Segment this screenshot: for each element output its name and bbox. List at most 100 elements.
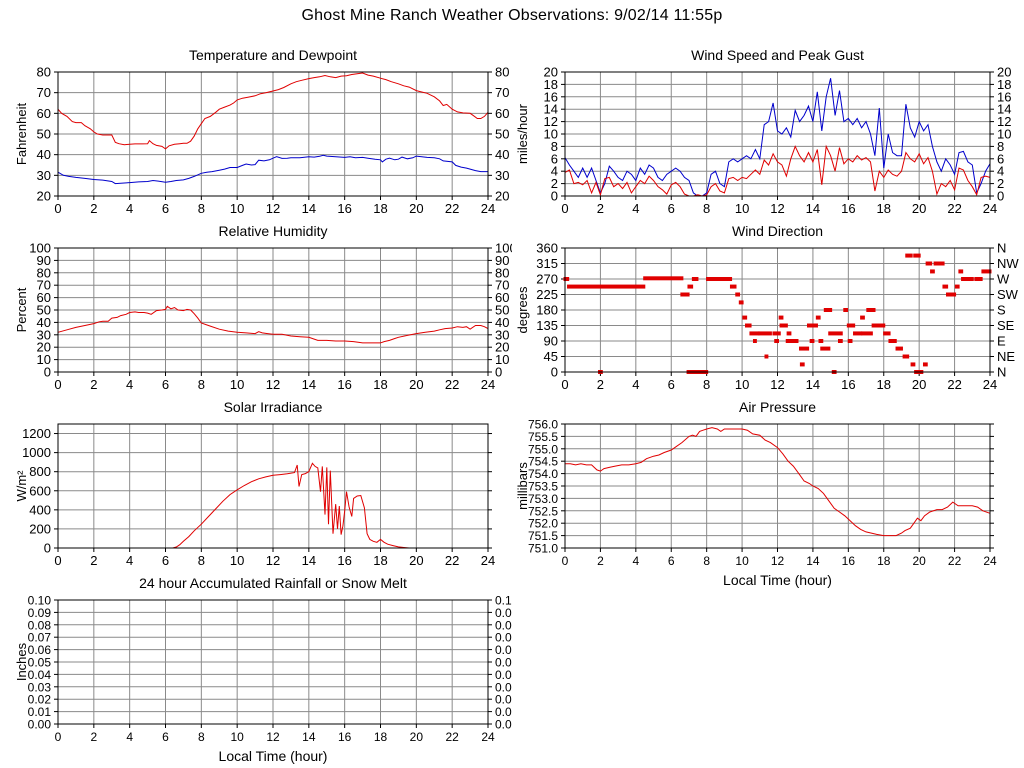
svg-text:6: 6 (162, 377, 169, 392)
svg-text:0.08: 0.08 (28, 618, 52, 632)
svg-text:0: 0 (551, 365, 558, 380)
svg-text:6: 6 (668, 377, 675, 392)
svg-text:0.01: 0.01 (28, 705, 52, 719)
svg-text:14: 14 (806, 554, 820, 568)
tick-marks (561, 423, 994, 552)
svg-text:6: 6 (668, 554, 675, 568)
svg-text:90: 90 (37, 253, 51, 268)
svg-text:754.5: 754.5 (528, 455, 558, 469)
y-axis-label: miles/hour (515, 103, 530, 164)
tick-labels: 0246810121416182022240.000.000.010.010.0… (28, 594, 519, 745)
svg-text:180: 180 (536, 303, 558, 318)
gridlines (57, 424, 489, 549)
svg-text:2: 2 (90, 377, 97, 392)
svg-text:2: 2 (90, 201, 97, 216)
svg-text:40: 40 (37, 315, 51, 330)
svg-text:W: W (997, 272, 1010, 287)
svg-text:20: 20 (37, 340, 51, 355)
gridlines (564, 423, 991, 549)
svg-text:18: 18 (544, 77, 558, 92)
svg-text:18: 18 (877, 554, 891, 568)
svg-text:360: 360 (536, 241, 558, 256)
svg-text:14: 14 (806, 201, 820, 216)
svg-text:14: 14 (302, 201, 316, 216)
svg-text:16: 16 (337, 553, 351, 568)
series-relative_humidity (57, 305, 489, 344)
svg-text:50: 50 (495, 303, 509, 318)
chart-title: Wind Speed and Peak Gust (691, 47, 864, 63)
svg-text:6: 6 (668, 201, 675, 216)
chart-title: Air Pressure (739, 399, 816, 415)
svg-text:0: 0 (495, 365, 502, 380)
svg-text:600: 600 (29, 483, 51, 498)
chart-air-pressure: 0 2 4 6 8 10 12 14 16 18 20 22 24 751.0 751.5 752.0 752.… (512, 392, 1024, 592)
svg-text:2: 2 (597, 377, 604, 392)
svg-text:10: 10 (37, 352, 51, 367)
svg-text:16: 16 (544, 89, 558, 104)
svg-text:8: 8 (198, 730, 205, 744)
series-temperature (57, 72, 489, 150)
tick-labels: 0 2 4 6 8 10 12 14 16 18 20 22 24751.0751.5752.0752.… (528, 418, 997, 569)
svg-text:0: 0 (54, 377, 61, 392)
svg-text:22: 22 (445, 730, 459, 744)
svg-text:0.00: 0.00 (495, 718, 512, 732)
svg-text:10: 10 (230, 730, 244, 744)
svg-text:0: 0 (561, 377, 568, 392)
svg-text:12: 12 (770, 377, 784, 392)
svg-text:270: 270 (536, 272, 558, 287)
svg-text:60: 60 (37, 290, 51, 305)
svg-text:16: 16 (842, 554, 856, 568)
svg-text:40: 40 (495, 315, 509, 330)
svg-text:50: 50 (37, 303, 51, 318)
svg-text:4: 4 (126, 201, 133, 216)
svg-text:0.10: 0.10 (495, 594, 512, 608)
svg-text:0.05: 0.05 (495, 656, 512, 670)
svg-text:225: 225 (536, 287, 558, 302)
gridlines (57, 599, 489, 725)
svg-text:8: 8 (198, 201, 205, 216)
tick-labels: 0 2 4 6 8 10 12 14 16 18 20 22 240200400600800100012… (22, 426, 495, 568)
svg-text:754.0: 754.0 (528, 467, 558, 481)
svg-text:0.00: 0.00 (28, 718, 52, 732)
svg-text:14: 14 (544, 102, 558, 117)
svg-text:755.0: 755.0 (528, 442, 558, 456)
svg-text:90: 90 (544, 334, 558, 349)
chart-wind-speed-and-peak-gust: 0 2 4 6 8 10 12 14 16 18 20 22 24 0 0 2 2 4 4 6 6 8 8 10 10 12 12 1… (512, 40, 1024, 240)
solar-plot-svg: 0 2 4 6 8 10 12 14 16 18 20 22 240200400600800100012… (14, 399, 495, 568)
svg-text:2: 2 (597, 201, 604, 216)
y-axis-label: Percent (14, 287, 29, 332)
svg-text:20: 20 (912, 377, 926, 392)
svg-text:12: 12 (997, 114, 1011, 129)
svg-text:20: 20 (912, 554, 926, 568)
svg-text:16: 16 (338, 730, 352, 744)
svg-text:SE: SE (997, 318, 1015, 333)
svg-text:16: 16 (337, 377, 351, 392)
svg-text:18: 18 (877, 377, 891, 392)
plot-border (564, 423, 991, 549)
y-axis-label: W/m² (14, 470, 29, 502)
svg-text:18: 18 (373, 377, 387, 392)
svg-text:0.06: 0.06 (495, 643, 512, 657)
svg-text:22: 22 (947, 201, 961, 216)
svg-text:4: 4 (126, 377, 133, 392)
gridlines (57, 247, 489, 373)
plot-border (564, 71, 991, 197)
svg-text:20: 20 (997, 65, 1011, 80)
svg-text:70: 70 (495, 85, 509, 100)
svg-text:4: 4 (126, 553, 133, 568)
svg-text:24: 24 (983, 201, 997, 216)
svg-text:10: 10 (230, 553, 244, 568)
svg-text:200: 200 (29, 521, 51, 536)
svg-text:22: 22 (947, 377, 961, 392)
chart-temperature-and-dewpoint: 0 2 4 6 8 10 12 14 16 18 20 22 24 20 20 30 30 40 40 50 50 60 6… (0, 40, 512, 240)
svg-text:12: 12 (266, 730, 280, 744)
svg-text:1200: 1200 (22, 426, 51, 441)
svg-text:E: E (997, 334, 1006, 349)
svg-text:6: 6 (997, 151, 1004, 166)
svg-text:22: 22 (948, 554, 962, 568)
svg-text:0: 0 (54, 553, 61, 568)
svg-text:0.09: 0.09 (495, 606, 512, 620)
